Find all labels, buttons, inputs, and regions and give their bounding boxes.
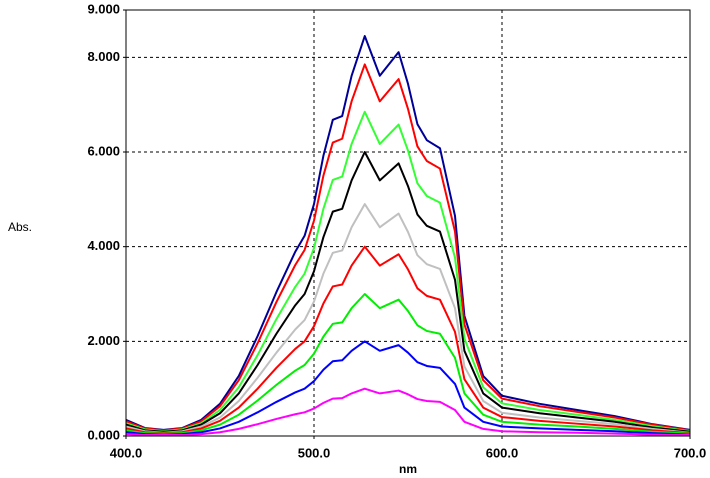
y-axis-label: Abs. — [8, 220, 32, 234]
y-tick-label: 8.000 — [87, 49, 120, 64]
spectrum-line — [125, 203, 691, 434]
y-tick-label: 9.000 — [87, 1, 120, 16]
y-tick-label: 4.000 — [87, 238, 120, 253]
x-tick-label: 400.0 — [110, 445, 143, 460]
x-tick-label: 500.0 — [298, 445, 331, 460]
spectrum-line — [125, 35, 691, 431]
spectrum-line — [125, 151, 691, 433]
x-tick-label: 600.0 — [486, 445, 519, 460]
spectrum-line — [125, 387, 691, 437]
x-axis-label: nm — [399, 462, 417, 476]
y-tick-label: 6.000 — [87, 143, 120, 158]
y-tick-label: 0.000 — [87, 427, 120, 442]
spectrum-line — [125, 245, 691, 435]
y-tick-label: 2.000 — [87, 333, 120, 348]
plot-frame — [125, 9, 691, 437]
spectrum-line — [125, 63, 691, 432]
spectrum-line — [125, 110, 691, 433]
spectrum-line — [125, 293, 691, 435]
x-tick-label: 700.0 — [674, 445, 707, 460]
spectrum-line — [125, 340, 691, 436]
